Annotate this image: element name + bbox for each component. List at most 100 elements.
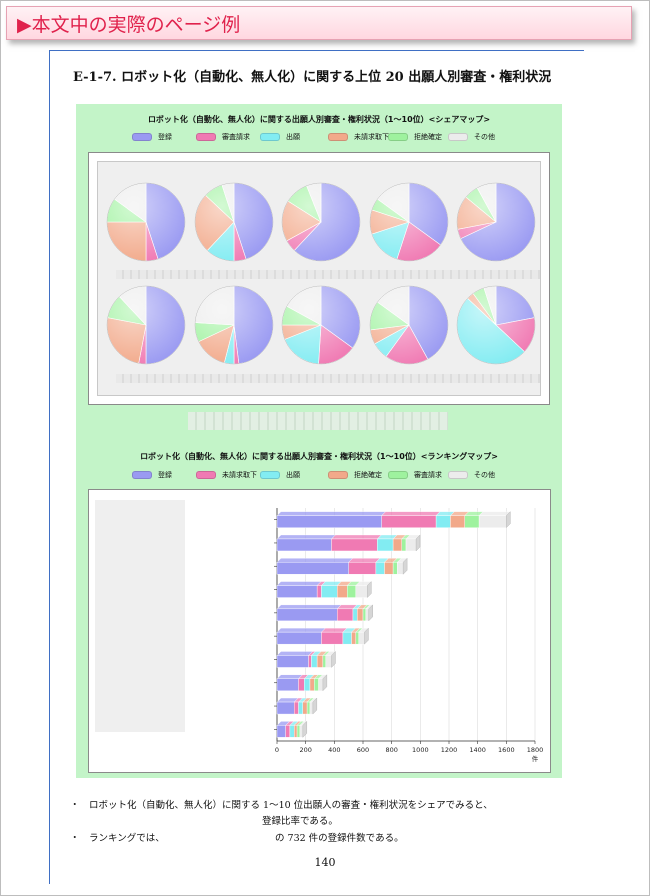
bar-segment xyxy=(276,562,349,575)
legend-item: 審査請求 xyxy=(388,470,442,480)
chart-background: ロボット化（自動化、無人化）に関する出願人別審査・権利状況（1～10位）<シェア… xyxy=(76,104,562,778)
page-number: 140 xyxy=(314,856,336,869)
margin-line-vertical xyxy=(49,50,50,884)
pie-outline xyxy=(281,182,361,262)
bar-segment-top xyxy=(330,534,382,540)
bar-chart-title: ロボット化（自動化、無人化）に関する出願人別審査・権利状況（1～10位）<ランキ… xyxy=(140,452,498,461)
bar-end-face xyxy=(415,534,421,552)
legend-label: その他 xyxy=(474,133,495,141)
bar-segment-top xyxy=(276,534,336,540)
bar-segment xyxy=(322,655,326,668)
bar-segment-top xyxy=(276,651,314,656)
pie-outline xyxy=(194,285,274,365)
bar-segment xyxy=(298,701,304,715)
bar-segment xyxy=(365,608,369,622)
legend-label: その他 xyxy=(474,471,495,479)
legend-item: 登録 xyxy=(132,132,172,142)
legend-label: 登録 xyxy=(158,133,172,141)
legend-label: 拒絶確定 xyxy=(414,133,442,141)
bar-segment xyxy=(375,562,385,575)
bar-segment xyxy=(384,562,394,575)
legend-item: 審査請求 xyxy=(196,132,250,142)
bar-segment-top xyxy=(276,627,326,633)
x-tick-label: 200 xyxy=(299,746,311,754)
legend-label: 審査請求 xyxy=(222,133,250,141)
legend-label: 登録 xyxy=(158,471,172,479)
bar-segment-top xyxy=(276,558,354,563)
bar-segment xyxy=(293,701,299,715)
bar-segment xyxy=(276,655,309,668)
legend-label: 出願 xyxy=(286,133,300,141)
pie-outline xyxy=(369,182,449,262)
legend-label: 未請求取下 xyxy=(222,471,257,479)
legend-swatch xyxy=(132,471,152,479)
bar-segment xyxy=(276,585,318,598)
legend-swatch xyxy=(448,133,468,141)
legend-swatch xyxy=(388,471,408,479)
pie-outline xyxy=(456,182,536,262)
applicant-name-area xyxy=(95,500,185,732)
bar-segment xyxy=(347,585,357,598)
bar-segment xyxy=(351,631,357,645)
legend-swatch xyxy=(196,133,216,141)
legend-label: 審査請求 xyxy=(414,471,442,479)
bullet-line-1-cont: 登録比率である。 xyxy=(262,816,338,827)
bar-segment-top xyxy=(276,674,303,679)
legend-label: 未請求取下 xyxy=(354,133,389,141)
bar-segment xyxy=(325,655,332,668)
x-tick-label: 0 xyxy=(275,746,279,754)
bar-segment-top xyxy=(348,558,381,563)
legend-label: 拒絶確定 xyxy=(354,471,382,479)
bar-segment xyxy=(478,515,507,528)
bar-segment-top xyxy=(381,511,441,516)
page-banner: ▶本文中の実際のページ例 xyxy=(6,6,632,40)
bar-end-face xyxy=(402,557,408,575)
bar-segment-top xyxy=(276,604,342,610)
legend-item: 拒絶確定 xyxy=(328,470,382,480)
bar-segment-top xyxy=(320,627,348,633)
legend-item: その他 xyxy=(448,132,495,142)
legend-swatch xyxy=(260,133,280,141)
bar-end-face xyxy=(331,651,336,668)
bar-segment xyxy=(348,562,377,575)
bar-segment xyxy=(355,585,368,598)
legend-item: 出願 xyxy=(260,470,300,480)
legend-swatch xyxy=(132,133,152,141)
bar-segment xyxy=(377,538,394,552)
legend-item: 拒絶確定 xyxy=(388,132,442,142)
bar-segment-top xyxy=(276,581,322,586)
bar-segment xyxy=(435,515,451,528)
bar-legend: 登録 未請求取下 出願 拒絶確定 審査請求 その他 xyxy=(76,470,562,480)
bar-segment xyxy=(336,608,354,622)
legend-swatch xyxy=(448,471,468,479)
bar-segment xyxy=(304,678,311,691)
bar-segment xyxy=(321,631,344,645)
bar-segment xyxy=(309,701,314,715)
bar-segment xyxy=(316,655,324,668)
legend-swatch xyxy=(196,471,216,479)
bar-segment xyxy=(336,585,348,598)
bar-segment xyxy=(276,725,286,738)
bullet-line-1: ・ ロボット化（自動化、無人化）に関する 1～10 位出願人の審査・権利状況をシ… xyxy=(70,800,493,811)
legend-item: 出願 xyxy=(260,132,300,142)
pie-outline xyxy=(369,285,449,365)
bar-segment xyxy=(397,562,404,575)
bar-segment xyxy=(352,608,358,622)
bar-segment xyxy=(381,515,437,528)
blurred-labels-row-2 xyxy=(116,374,540,383)
bar-segment xyxy=(276,631,322,645)
pie-outline xyxy=(281,285,361,365)
x-tick-label: 1200 xyxy=(441,746,458,754)
bar-segment xyxy=(357,608,364,622)
legend-swatch xyxy=(260,471,280,479)
legend-label: 出願 xyxy=(286,471,300,479)
legend-swatch xyxy=(388,133,408,141)
x-axis-unit: 件 xyxy=(532,754,539,763)
blurred-caption xyxy=(188,412,448,430)
x-tick-label: 1600 xyxy=(498,746,515,754)
bar-segment xyxy=(405,538,417,552)
x-tick-label: 1800 xyxy=(527,746,544,754)
legend-swatch xyxy=(328,471,348,479)
x-tick-label: 800 xyxy=(385,746,397,754)
bar-segment xyxy=(311,655,318,668)
